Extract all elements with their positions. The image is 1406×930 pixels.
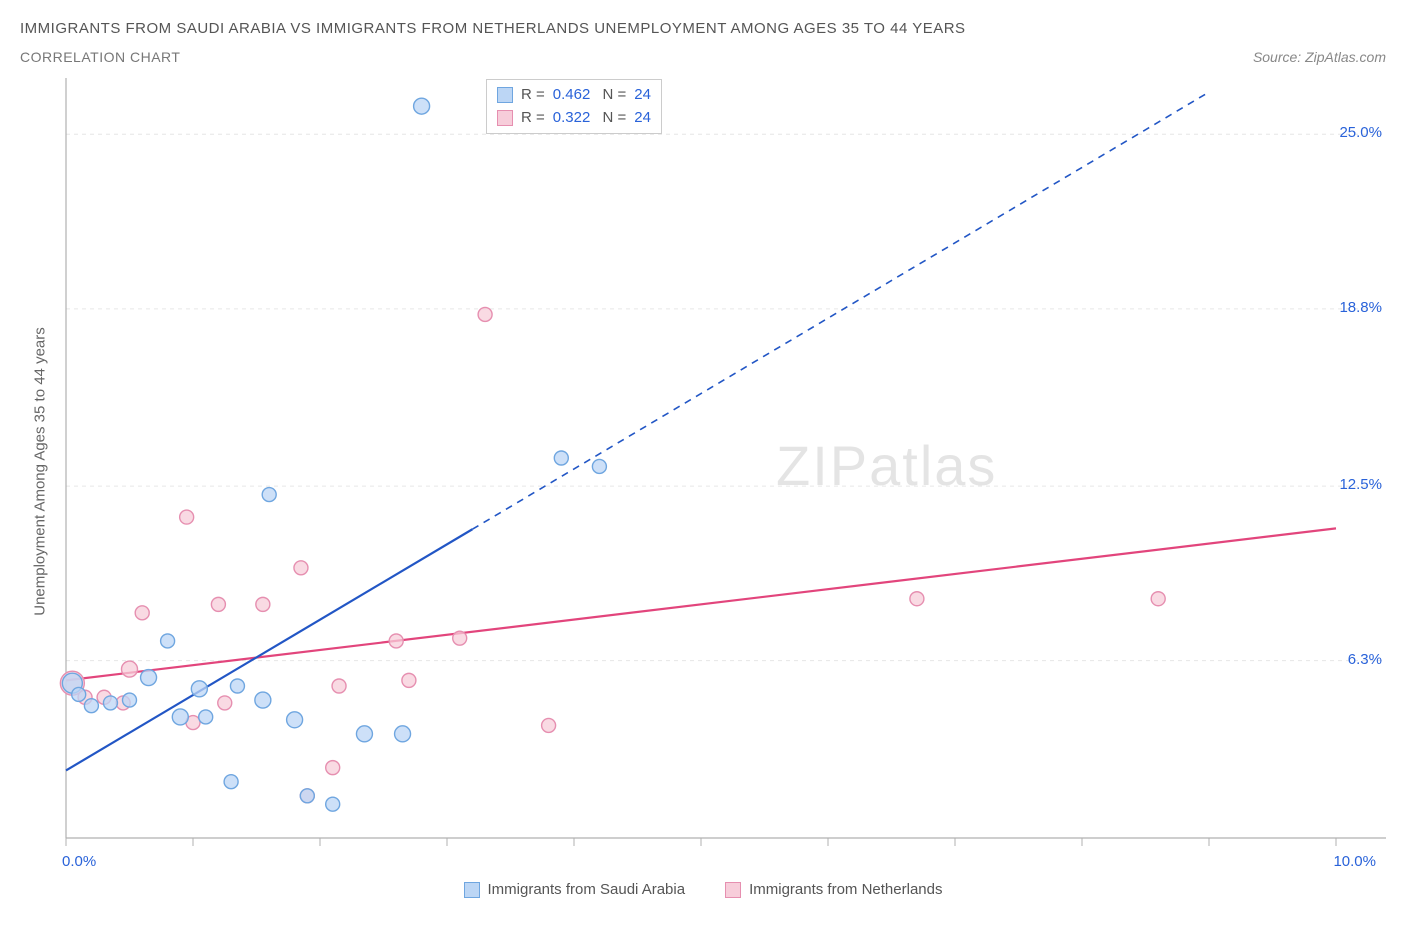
legend-label-saudi: Immigrants from Saudi Arabia [488, 881, 686, 898]
scatter-chart [56, 73, 1386, 853]
x-tick-start: 0.0% [62, 853, 96, 870]
swatch-saudi-bottom [464, 882, 480, 898]
legend-stats-row-saudi: R = 0.462 N = 24 [497, 84, 651, 107]
stat-r-neth: 0.322 [553, 107, 591, 130]
bottom-legend: Immigrants from Saudi Arabia Immigrants … [20, 881, 1386, 898]
stat-r-saudi: 0.462 [553, 84, 591, 107]
x-tick-end: 10.0% [1333, 853, 1376, 870]
swatch-netherlands-bottom [725, 882, 741, 898]
swatch-netherlands [497, 110, 513, 126]
chart-subtitle: CORRELATION CHART [20, 49, 180, 65]
stat-r-label: R = [521, 84, 545, 107]
legend-label-neth: Immigrants from Netherlands [749, 881, 942, 898]
y-tick-label: 18.8% [1339, 299, 1382, 316]
stat-r-label-2: R = [521, 107, 545, 130]
legend-stats-row-neth: R = 0.322 N = 24 [497, 107, 651, 130]
plot-area: Unemployment Among Ages 35 to 44 years Z… [56, 73, 1386, 853]
stat-n-label: N = [598, 84, 626, 107]
y-tick-label: 12.5% [1339, 476, 1382, 493]
stat-n-neth: 24 [634, 107, 651, 130]
y-tick-label: 6.3% [1348, 651, 1382, 668]
stat-n-label-2: N = [598, 107, 626, 130]
y-tick-label: 25.0% [1339, 124, 1382, 141]
source-label: Source: ZipAtlas.com [1253, 49, 1386, 65]
subtitle-row: CORRELATION CHART Source: ZipAtlas.com [20, 49, 1386, 65]
stat-n-saudi: 24 [634, 84, 651, 107]
chart-container: IMMIGRANTS FROM SAUDI ARABIA VS IMMIGRAN… [20, 20, 1386, 910]
swatch-saudi [497, 87, 513, 103]
legend-stats-box: R = 0.462 N = 24 R = 0.322 N = 24 [486, 79, 662, 134]
chart-title: IMMIGRANTS FROM SAUDI ARABIA VS IMMIGRAN… [20, 20, 1386, 37]
legend-item-saudi: Immigrants from Saudi Arabia [464, 881, 686, 898]
y-axis-label: Unemployment Among Ages 35 to 44 years [32, 327, 49, 616]
legend-item-neth: Immigrants from Netherlands [725, 881, 942, 898]
x-axis-labels: 0.0% 10.0% [56, 853, 1386, 875]
